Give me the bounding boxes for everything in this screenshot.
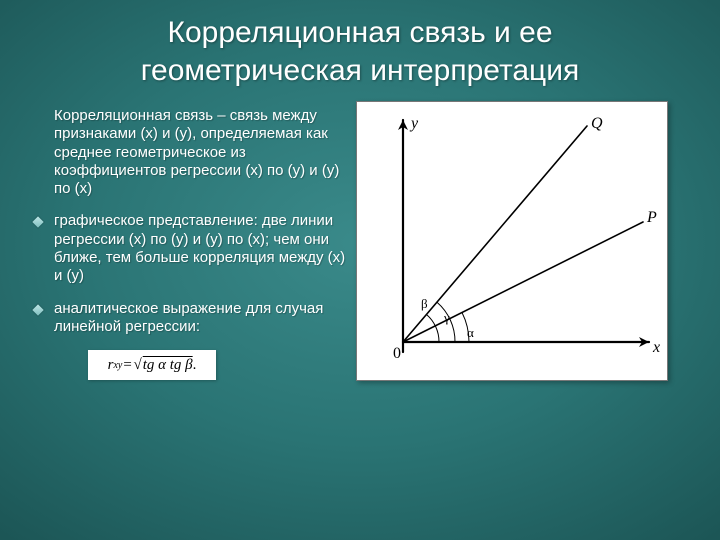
title-line-2: геометрическая интерпретация xyxy=(141,54,580,87)
bullet-2-text: аналитическое выражение для случая линей… xyxy=(54,300,346,337)
svg-text:y: y xyxy=(409,115,419,132)
formula-eq: = xyxy=(122,357,132,374)
formula-rhs: tg α tg β xyxy=(143,357,193,374)
formula-sub: xy xyxy=(113,360,122,371)
intro-paragraph: Корреляционная связь – связь между призн… xyxy=(54,107,346,198)
bullet-marker-icon xyxy=(32,304,43,315)
text-column: Корреляционная связь – связь между призн… xyxy=(28,99,356,381)
svg-text:Q: Q xyxy=(591,115,603,132)
slide-title: Корреляционная связь и ее геометрическая… xyxy=(0,0,720,95)
chart-svg: 0 x y Q Pα γβ xyxy=(357,102,667,380)
title-line-1: Корреляционная связь и ее xyxy=(167,16,552,49)
svg-text:0: 0 xyxy=(393,345,401,362)
bullet-2: аналитическое выражение для случая линей… xyxy=(34,300,346,337)
formula: rxy = √tg α tg β. xyxy=(88,350,216,380)
slide-content: Корреляционная связь – связь между призн… xyxy=(0,95,720,381)
svg-text:β: β xyxy=(421,296,428,311)
radical-icon: √ xyxy=(133,357,141,374)
bullet-1-text: графическое представление: две линии рег… xyxy=(54,212,346,285)
figure-column: 0 x y Q Pα γβ xyxy=(356,99,698,381)
svg-text:α: α xyxy=(467,325,474,340)
regression-chart: 0 x y Q Pα γβ xyxy=(356,101,668,381)
svg-text:P: P xyxy=(646,209,657,226)
svg-text:γ: γ xyxy=(443,310,450,325)
svg-text:x: x xyxy=(652,339,660,356)
bullet-marker-icon xyxy=(32,217,43,228)
bullet-1: графическое представление: две линии рег… xyxy=(34,212,346,285)
formula-period: . xyxy=(193,357,197,374)
